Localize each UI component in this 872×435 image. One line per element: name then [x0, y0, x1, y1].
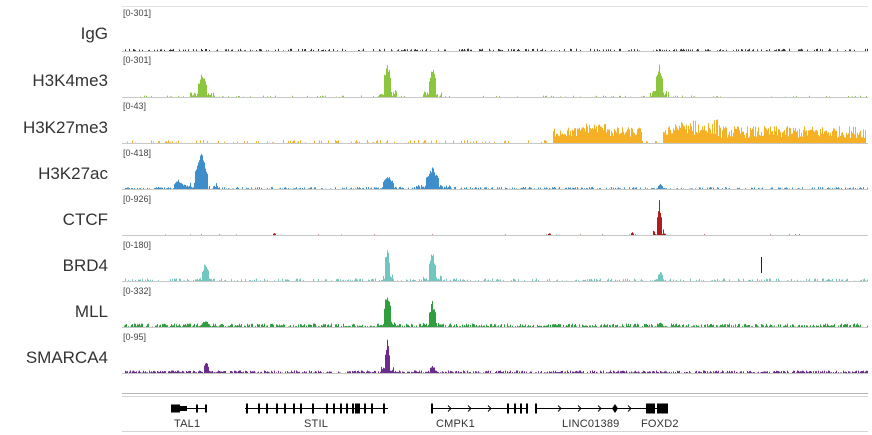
gene-stil-exon	[276, 403, 278, 414]
gene-label-foxd2: FOXD2	[641, 418, 679, 430]
track-label-h3k27ac: H3K27ac	[38, 164, 108, 183]
track-label-smarca4: SMARCA4	[25, 348, 108, 367]
gene-cmpk1-exon	[520, 403, 522, 414]
track-label-h3k27me3: H3K27me3	[22, 118, 108, 137]
signal-track-brd4	[125, 250, 868, 281]
range-h3k27ac: [0-418]	[123, 148, 152, 158]
gene-foxd2-exon	[646, 403, 655, 414]
text-cursor	[761, 257, 762, 273]
gene-stil-exon	[326, 403, 328, 414]
gene-stil-exon	[352, 403, 354, 414]
track-label-h3k4me3: H3K4me3	[32, 71, 108, 90]
range-h3k27me3: [0-43]	[123, 101, 147, 111]
gene-tal1-exon	[196, 404, 198, 413]
gene-cmpk1-exon	[507, 403, 509, 414]
gene-stil-exon	[355, 403, 360, 414]
gene-stil-exon	[371, 403, 373, 414]
gene-foxd2-exon	[657, 403, 668, 414]
gene-linc01389-strand-arrow	[557, 405, 562, 412]
gene-label-stil: STIL	[304, 418, 329, 430]
range-mll: [0-332]	[123, 286, 152, 296]
gene-stil-exon	[246, 403, 248, 414]
range-brd4: [0-180]	[123, 240, 152, 250]
gene-cmpk1-exon	[431, 403, 433, 414]
range-ctcf: [0-926]	[123, 194, 152, 204]
gene-stil-exon	[284, 403, 286, 414]
gene-stil-exon	[346, 403, 348, 414]
signal-track-smarca4	[125, 339, 868, 373]
range-smarca4: [0-95]	[123, 332, 147, 342]
gene-cmpk1-exon	[526, 403, 528, 414]
gene-cmpk1-exon	[514, 403, 516, 414]
gene-linc01389-strand-arrow	[627, 405, 632, 412]
gene-linc01389-exon	[535, 403, 537, 414]
track-label-mll: MLL	[74, 302, 108, 321]
gene-tal1-exon	[180, 406, 187, 411]
track-label-brd4: BRD4	[62, 256, 108, 275]
gene-stil-exon	[364, 403, 366, 414]
gene-cmpk1-strand-arrow	[447, 405, 452, 412]
gene-stil-exon	[383, 403, 385, 414]
range-igg: [0-301]	[123, 8, 152, 18]
gene-tal1-exon	[205, 404, 207, 413]
track-dividers	[122, 6, 868, 432]
signal-track-h3k27me3	[127, 119, 866, 143]
signal-track-igg	[125, 48, 868, 51]
range-h3k4me3: [0-301]	[123, 55, 152, 65]
signal-tracks	[124, 48, 868, 373]
gene-stil-exon	[293, 403, 295, 414]
gene-linc01389-strand-arrow	[577, 405, 582, 412]
gene-tal1-exon	[171, 404, 180, 413]
signal-track-ctcf	[165, 200, 800, 235]
gene-label-tal1: TAL1	[174, 418, 201, 430]
gene-stil-exon	[258, 403, 260, 414]
signal-track-h3k4me3	[140, 64, 867, 97]
gene-stil-exon	[266, 403, 268, 414]
gene-annotation-track	[171, 403, 668, 414]
gene-stil-exon	[340, 403, 342, 414]
signal-track-mll	[124, 297, 868, 327]
gene-stil-exon	[312, 403, 314, 414]
track-label-igg: IgG	[80, 24, 108, 43]
gene-cmpk1-strand-arrow	[487, 405, 492, 412]
gene-stil-exon	[300, 403, 302, 414]
track-label-ctcf: CTCF	[62, 210, 108, 229]
gene-label-linc01389: LINC01389	[562, 418, 620, 430]
gene-linc01389-strand-arrow	[597, 405, 602, 412]
gene-cmpk1-strand-arrow	[467, 405, 472, 412]
gene-linc01389-exon	[612, 404, 618, 413]
gene-label-cmpk1: CMPK1	[436, 418, 475, 430]
gene-stil-exon	[333, 403, 335, 414]
signal-track-h3k27ac	[125, 153, 868, 189]
